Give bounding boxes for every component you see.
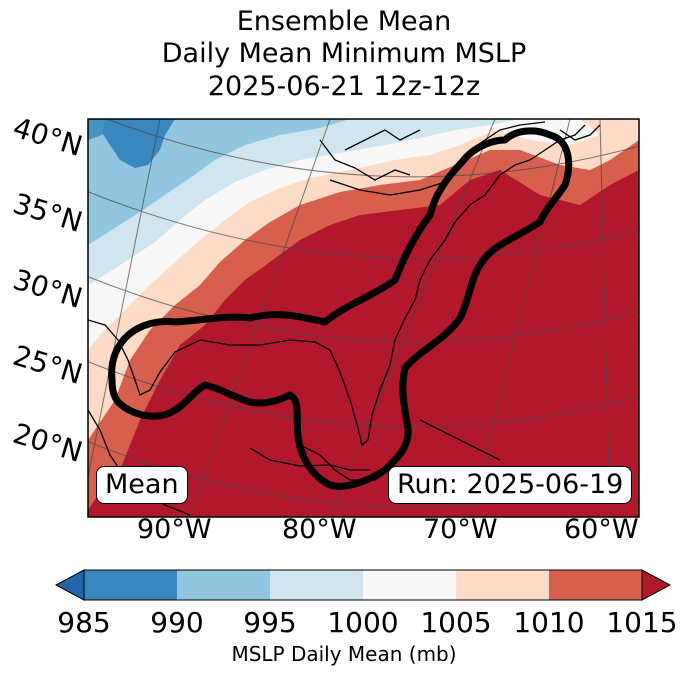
lon-label-80w: 80°W xyxy=(282,514,357,545)
map-frame xyxy=(87,118,640,518)
colorbar-tick-1000: 1000 xyxy=(327,606,399,639)
colorbar-segment-1005 xyxy=(456,570,549,600)
colorbar-extend-under xyxy=(54,569,85,601)
colorbar-tick-990: 990 xyxy=(150,606,204,639)
colorbar-segment-985 xyxy=(84,570,177,600)
colorbar-segment-995 xyxy=(270,570,363,600)
colorbar xyxy=(54,569,672,601)
colorbar-segment-1010 xyxy=(549,570,642,600)
colorbar-tick-1005: 1005 xyxy=(420,606,492,639)
contour-1010 xyxy=(108,127,573,490)
title-line-1: Ensemble Mean xyxy=(236,6,452,37)
colorbar-extend-over xyxy=(641,569,672,601)
mean-label-box: Mean xyxy=(96,466,188,504)
colorbar-segment-1000 xyxy=(363,570,456,600)
pressure-band-below-985 xyxy=(100,119,175,168)
lon-label-70w: 70°W xyxy=(423,514,498,545)
lon-label-90w: 90°W xyxy=(137,514,212,545)
colorbar-tick-995: 995 xyxy=(243,606,297,639)
colorbar-segment-990 xyxy=(177,570,270,600)
colorbar-tick-1010: 1010 xyxy=(513,606,585,639)
colorbar-tick-1015: 1015 xyxy=(606,606,678,639)
run-date-box: Run: 2025-06-19 xyxy=(388,466,633,504)
colorbar-label: MSLP Daily Mean (mb) xyxy=(231,642,457,666)
colorbar-tick-985: 985 xyxy=(57,606,111,639)
colorbar-frame xyxy=(83,569,643,601)
map-area xyxy=(88,119,639,517)
title-line-2: Daily Mean Minimum MSLP xyxy=(161,38,527,69)
lon-label-60w: 60°W xyxy=(564,514,639,545)
pressure-band-below-985-small xyxy=(88,119,105,140)
title-line-3: 2025-06-21 12z-12z xyxy=(207,71,481,102)
